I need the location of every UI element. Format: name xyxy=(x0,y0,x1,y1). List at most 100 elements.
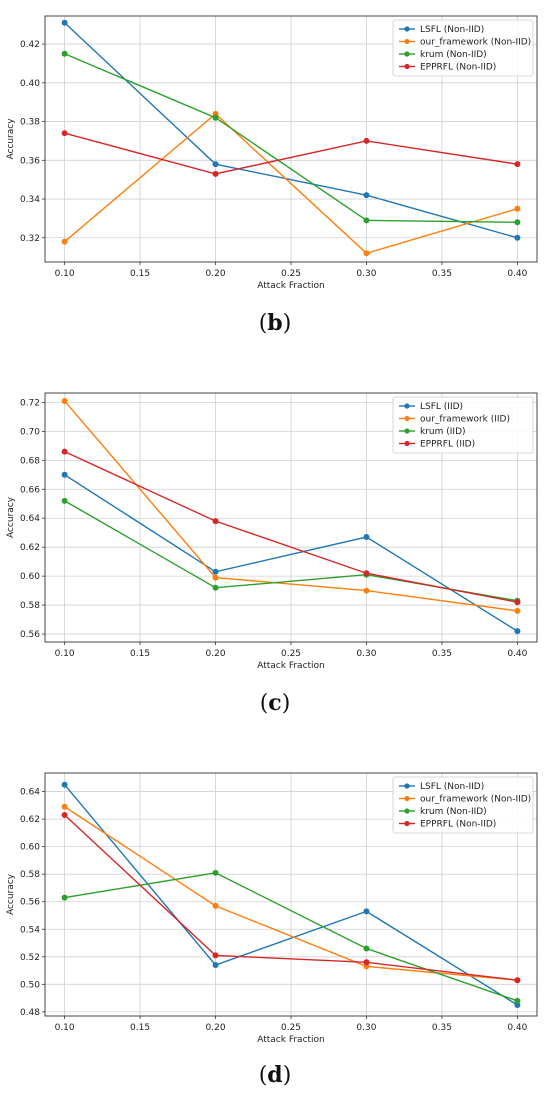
chart-panel-c: 0.10 0.15 0.20 0.25 0.30 0.35 0.40 0.56 0.58 0.60… xyxy=(6,392,538,716)
legend-label: our_framework (Non-IID) xyxy=(420,38,531,48)
legend-marker xyxy=(404,808,410,814)
legend-box xyxy=(392,396,534,454)
data-point xyxy=(514,628,521,635)
data-point xyxy=(514,219,521,226)
legend-marker xyxy=(404,63,410,70)
legend-label: LSFL (IID) xyxy=(420,402,463,412)
y-tick-label: 0.48 xyxy=(20,1008,40,1018)
x-tick-label: 0.35 xyxy=(432,269,452,279)
y-tick-label: 0.42 xyxy=(20,40,40,50)
legend-label: EPPRFL (Non-IID) xyxy=(420,820,496,830)
panel-caption: (c) xyxy=(260,690,291,716)
y-tick-label: 0.54 xyxy=(20,925,40,935)
y-tick-label: 0.50 xyxy=(20,980,40,990)
legend-label: LSFL (Non-IID) xyxy=(420,782,484,792)
y-tick-label: 0.34 xyxy=(20,195,40,205)
legend-marker xyxy=(404,403,410,409)
data-point xyxy=(212,962,219,969)
legend-marker xyxy=(404,795,410,802)
legend-marker xyxy=(404,415,410,422)
data-point xyxy=(363,534,370,541)
x-tick-label: 0.10 xyxy=(55,269,75,279)
data-point xyxy=(514,1001,521,1008)
x-tick-label: 0.20 xyxy=(206,269,226,279)
data-point xyxy=(363,963,370,970)
y-tick-label: 0.36 xyxy=(20,156,40,166)
x-tick-label: 0.30 xyxy=(356,1023,376,1033)
y-tick-label: 0.64 xyxy=(20,514,40,524)
x-tick-label: 0.20 xyxy=(206,1023,226,1033)
legend-marker xyxy=(404,428,410,434)
legend-marker xyxy=(404,38,410,45)
series-line-0 xyxy=(64,784,518,1006)
data-point xyxy=(61,803,68,810)
x-axis-label: Attack Fraction xyxy=(257,281,325,291)
x-tick-label: 0.35 xyxy=(432,649,452,659)
y-tick-label: 0.56 xyxy=(20,630,40,640)
series-line-3 xyxy=(64,814,518,981)
plot-frame xyxy=(44,15,538,263)
legend-label: krum (IID) xyxy=(420,427,466,437)
y-tick-label: 0.58 xyxy=(20,601,40,611)
data-point xyxy=(363,250,370,257)
data-point xyxy=(363,945,370,952)
x-axis-label: Attack Fraction xyxy=(257,661,325,671)
data-point xyxy=(514,205,521,212)
y-axis-label: Accuracy xyxy=(6,118,16,160)
data-point xyxy=(363,217,370,224)
data-point xyxy=(61,130,68,137)
data-point xyxy=(363,959,370,966)
legend-label: our_framework (IID) xyxy=(420,415,510,425)
data-point xyxy=(212,902,219,909)
x-tick-label: 0.30 xyxy=(356,649,376,659)
data-point xyxy=(61,497,68,504)
y-tick-label: 0.72 xyxy=(20,398,40,408)
y-tick-label: 0.56 xyxy=(20,898,40,908)
x-axis-label: Attack Fraction xyxy=(257,1035,325,1045)
x-tick-label: 0.25 xyxy=(281,1023,301,1033)
series-line-1 xyxy=(64,112,518,255)
x-tick-label: 0.10 xyxy=(55,649,75,659)
data-point xyxy=(212,869,219,876)
y-axis-label: Accuracy xyxy=(6,873,16,915)
x-tick-label: 0.15 xyxy=(130,269,150,279)
y-axis-label: Accuracy xyxy=(6,496,16,538)
data-point xyxy=(61,19,68,26)
x-tick-label: 0.15 xyxy=(130,1023,150,1033)
x-tick-label: 0.40 xyxy=(507,1023,527,1033)
data-point xyxy=(61,448,68,455)
y-tick-label: 0.52 xyxy=(20,953,40,963)
x-tick-label: 0.25 xyxy=(281,269,301,279)
data-point xyxy=(61,50,68,57)
data-point xyxy=(61,397,68,404)
data-point xyxy=(61,811,68,818)
data-point xyxy=(514,607,521,614)
plot-frame xyxy=(44,772,538,1017)
legend-marker xyxy=(404,51,410,57)
data-point xyxy=(61,894,68,901)
data-point xyxy=(212,114,219,121)
data-point xyxy=(212,170,219,177)
y-tick-label: 0.40 xyxy=(20,79,40,89)
legend-label: our_framework (Non-IID) xyxy=(420,795,531,805)
data-point xyxy=(514,977,521,984)
y-tick-label: 0.60 xyxy=(20,572,40,582)
panel-caption: (d) xyxy=(259,1062,292,1088)
x-tick-label: 0.40 xyxy=(507,649,527,659)
y-tick-label: 0.58 xyxy=(20,870,40,880)
y-tick-label: 0.62 xyxy=(20,815,40,825)
y-tick-label: 0.66 xyxy=(20,485,40,495)
legend-label: krum (Non-IID) xyxy=(420,807,487,817)
data-point xyxy=(61,781,68,788)
series-line-0 xyxy=(64,22,518,239)
y-tick-label: 0.60 xyxy=(20,843,40,853)
panel-caption: (b) xyxy=(259,310,292,336)
data-point xyxy=(212,161,219,168)
data-point xyxy=(514,599,521,606)
y-tick-label: 0.68 xyxy=(20,456,40,466)
x-tick-label: 0.35 xyxy=(432,1023,452,1033)
legend-box xyxy=(392,776,534,834)
data-point xyxy=(212,574,219,581)
data-point xyxy=(212,518,219,525)
